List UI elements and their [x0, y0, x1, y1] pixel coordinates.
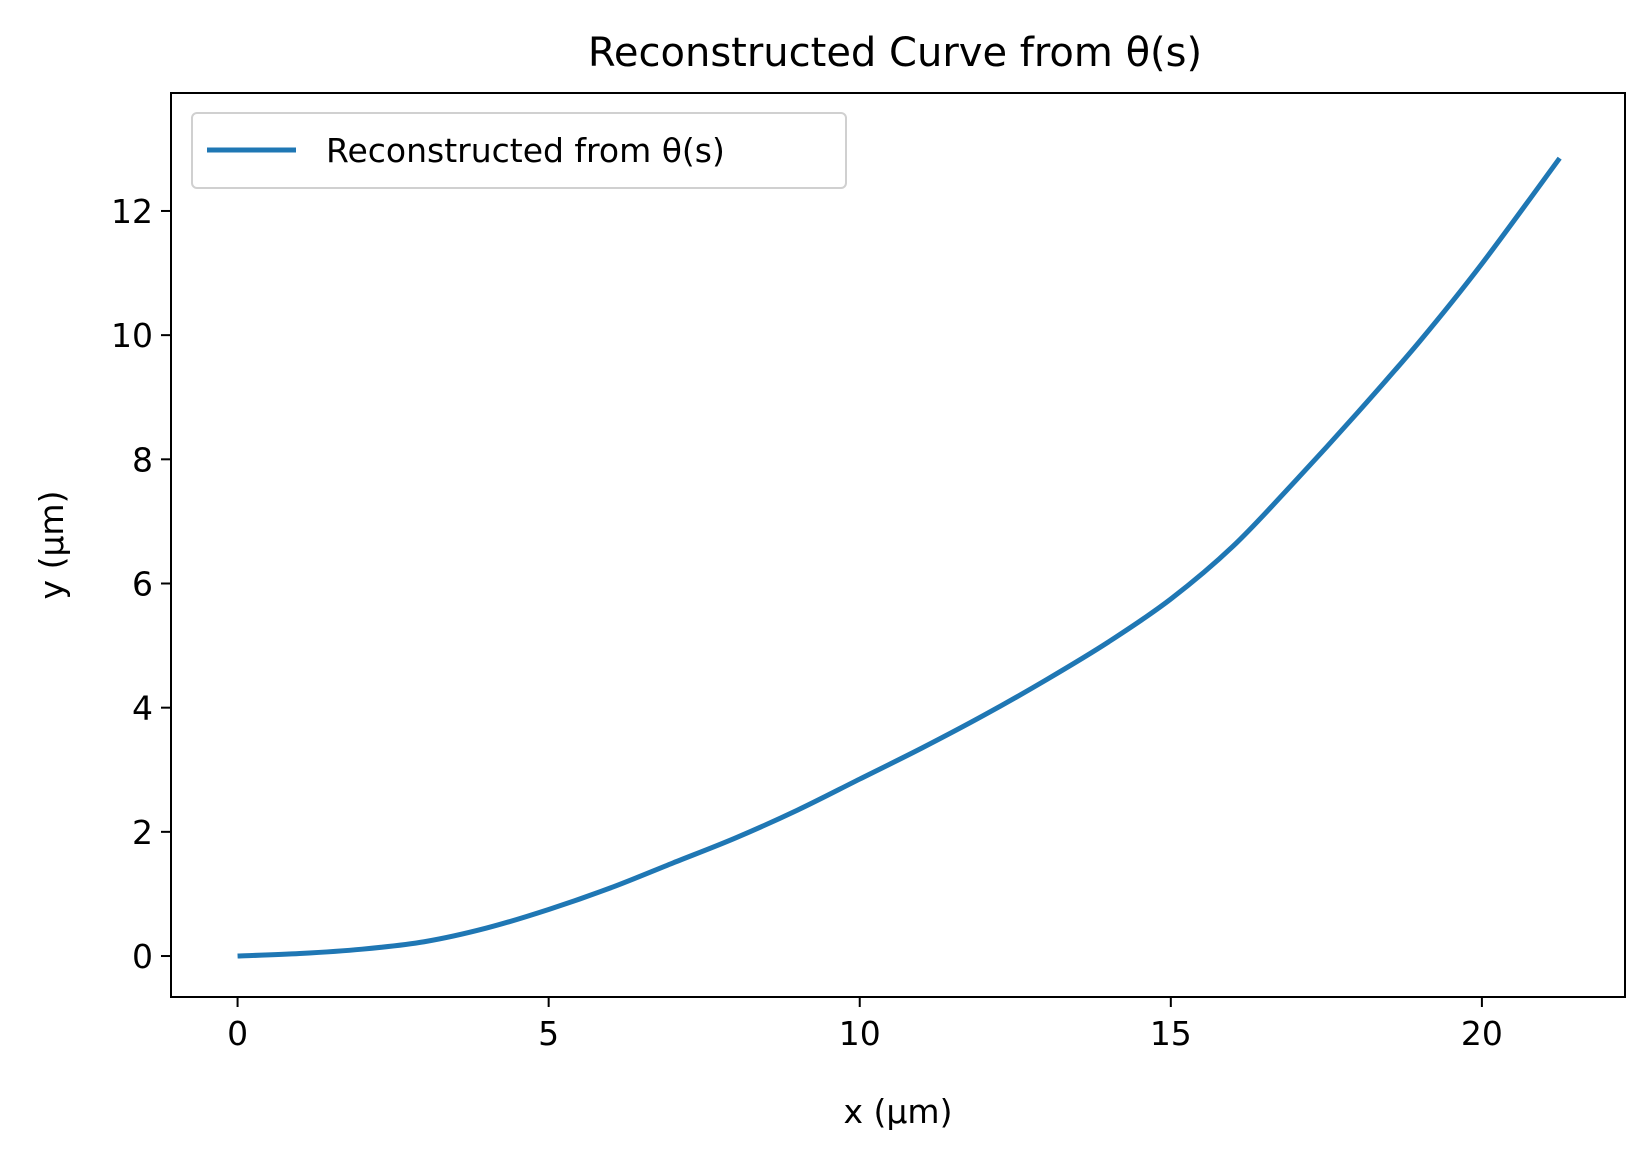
series-line: [237, 156, 1562, 959]
chart-title: Reconstructed Curve from θ(s): [588, 30, 1202, 76]
x-tick-label: 0: [227, 1014, 248, 1053]
legend-box: [191, 112, 847, 189]
axes-frame: [170, 92, 1626, 998]
y-axis-label: y (µm): [32, 491, 71, 600]
x-tick-label: 15: [1150, 1014, 1192, 1053]
y-axis-ticks: 0 2 4 6 8 10 12: [111, 192, 171, 976]
y-tick-label: 0: [132, 937, 153, 976]
y-tick-label: 6: [132, 564, 153, 603]
x-axis-label: x (µm): [844, 1092, 953, 1131]
y-tick-label: 10: [111, 316, 153, 355]
y-tick-label: 12: [111, 192, 153, 231]
series-layer: [237, 156, 1562, 959]
legend: Reconstructed from θ(s): [191, 112, 847, 189]
y-tick-label: 2: [132, 813, 153, 852]
x-tick-label: 5: [538, 1014, 559, 1053]
x-tick-label: 20: [1461, 1014, 1503, 1053]
x-tick-label: 10: [839, 1014, 881, 1053]
x-axis-ticks: 0 5 10 15 20: [227, 997, 1503, 1053]
y-tick-label: 4: [132, 689, 153, 728]
y-tick-label: 8: [132, 440, 153, 479]
legend-label: Reconstructed from θ(s): [326, 131, 725, 170]
